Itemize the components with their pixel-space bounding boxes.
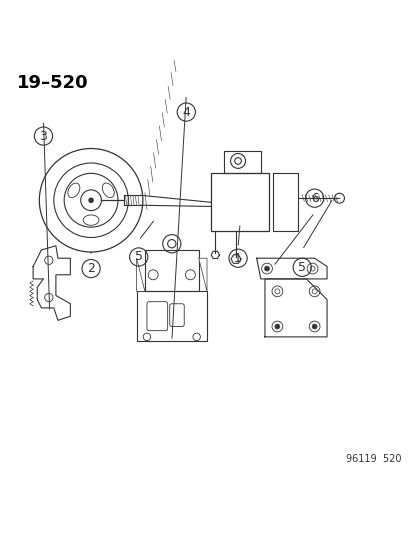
- Text: 6: 6: [310, 192, 318, 205]
- Text: 19–520: 19–520: [17, 74, 88, 92]
- Text: 1: 1: [233, 252, 242, 265]
- Text: 5: 5: [297, 261, 306, 274]
- Text: 5: 5: [134, 251, 142, 263]
- Text: 4: 4: [182, 106, 190, 118]
- Circle shape: [312, 325, 316, 328]
- Polygon shape: [198, 258, 206, 292]
- Circle shape: [275, 325, 278, 328]
- Text: 3: 3: [39, 130, 47, 143]
- Circle shape: [89, 198, 93, 203]
- Text: 2: 2: [87, 262, 95, 275]
- Circle shape: [265, 267, 268, 270]
- Text: 96119  520: 96119 520: [345, 455, 401, 464]
- Polygon shape: [136, 258, 145, 292]
